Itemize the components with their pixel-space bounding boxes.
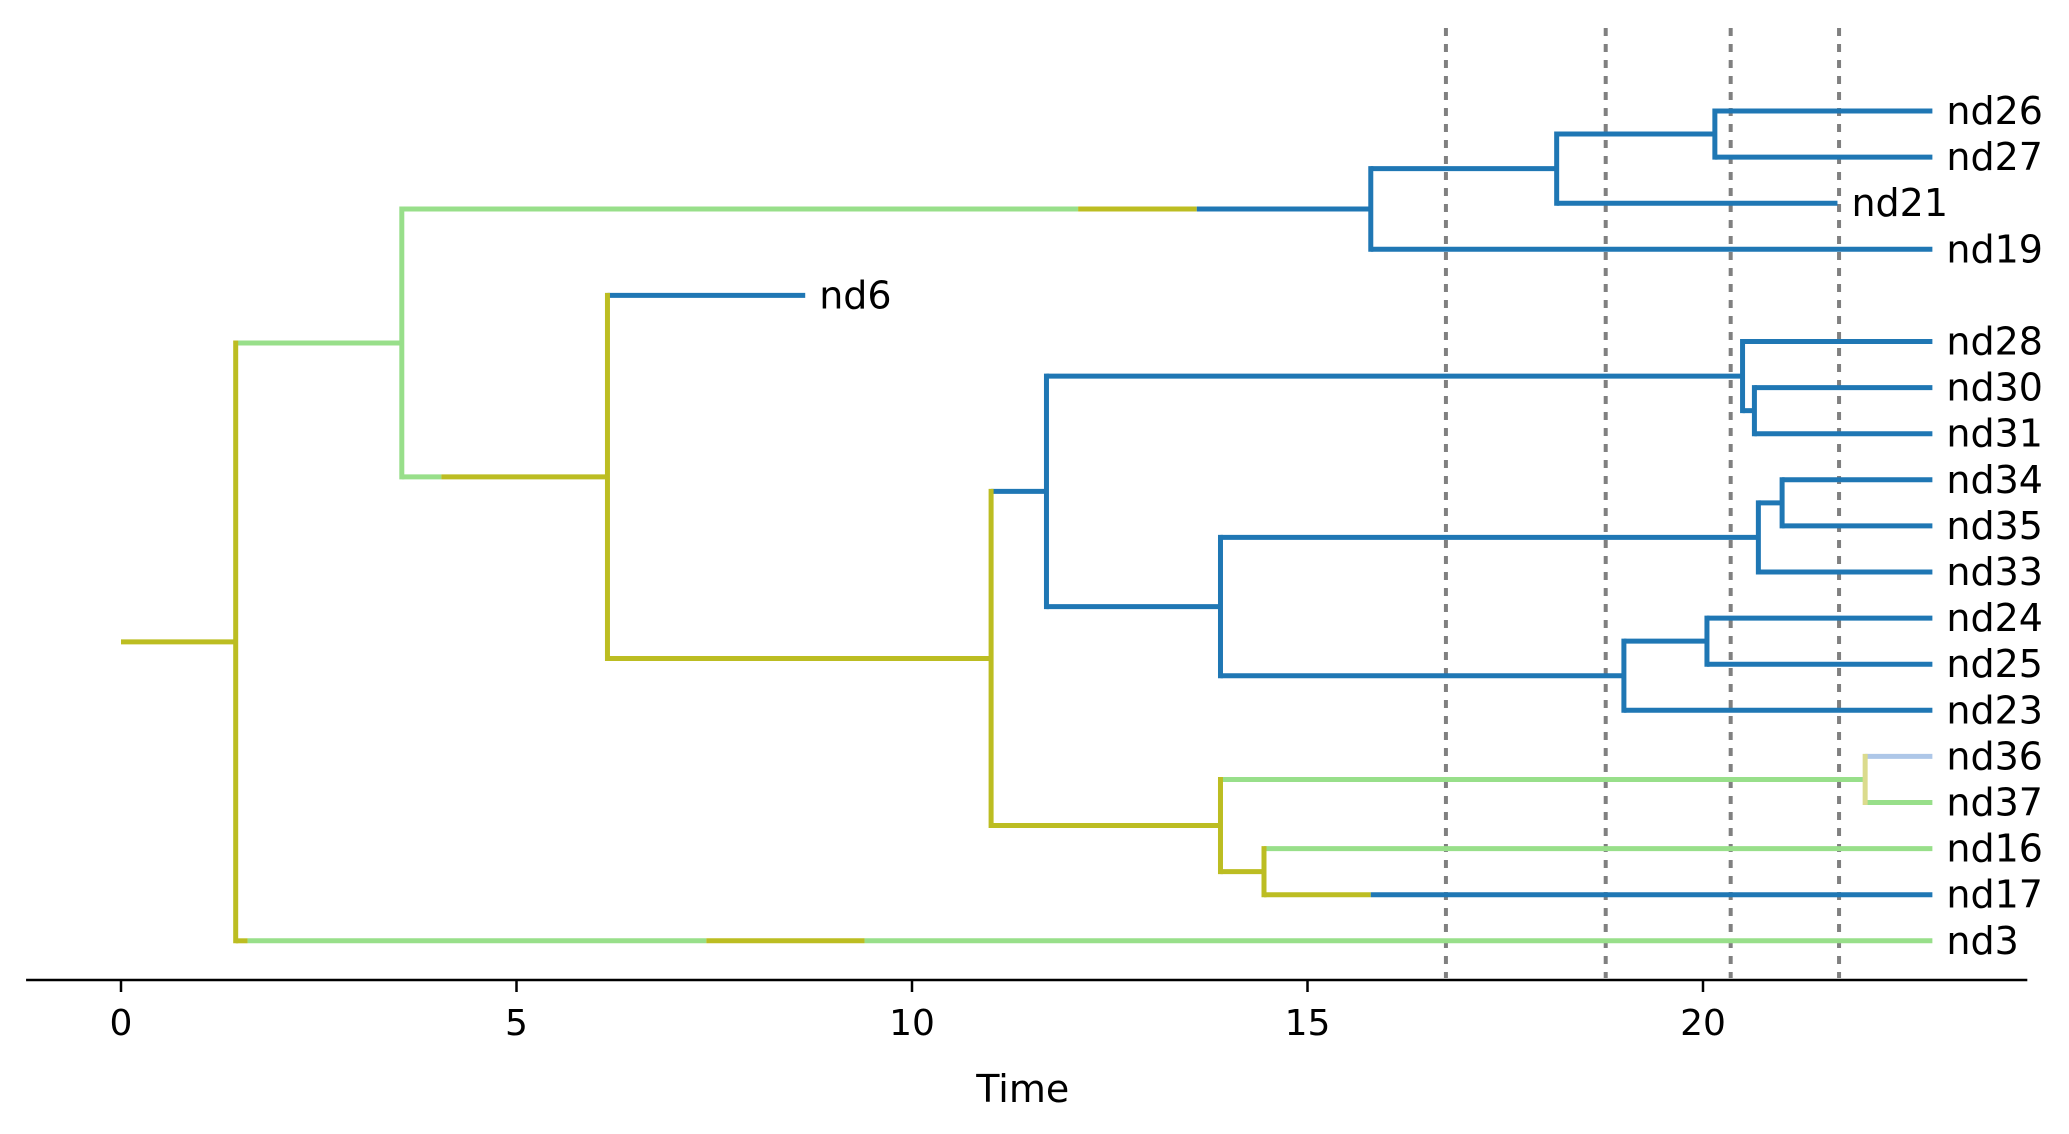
tip-label-nd17: nd17: [1946, 873, 2043, 917]
tip-label-nd21: nd21: [1851, 181, 1948, 225]
tip-label-nd36: nd36: [1946, 734, 2043, 778]
tip-label-nd34: nd34: [1946, 458, 2043, 502]
tip-label-nd27: nd27: [1946, 135, 2043, 179]
tree-branches: [121, 108, 1933, 944]
reference-lines: [1443, 28, 1842, 978]
tip-label-nd19: nd19: [1946, 227, 2043, 271]
tip-labels: nd26nd27nd21nd19nd6nd28nd30nd31nd34nd35n…: [819, 89, 2043, 963]
tip-label-nd23: nd23: [1946, 688, 2043, 732]
x-tick-label-10: 10: [889, 1003, 935, 1044]
x-tick-label-5: 5: [505, 1003, 528, 1044]
tip-label-nd3: nd3: [1946, 919, 2018, 963]
tip-label-nd28: nd28: [1946, 320, 2043, 364]
x-axis: 0 5 10 15 20: [26, 978, 2028, 1044]
tip-label-nd33: nd33: [1946, 550, 2043, 594]
tip-label-nd6: nd6: [819, 273, 891, 317]
tip-label-nd26: nd26: [1946, 89, 2043, 133]
x-axis-title: Time: [975, 1067, 1069, 1111]
tip-label-nd25: nd25: [1946, 642, 2043, 686]
x-tick-label-0: 0: [110, 1003, 133, 1044]
x-tick-label-20: 20: [1680, 1003, 1726, 1044]
tip-label-nd24: nd24: [1946, 596, 2043, 640]
tip-label-nd30: nd30: [1946, 366, 2043, 410]
x-tick-label-15: 15: [1285, 1003, 1331, 1044]
tip-label-nd16: nd16: [1946, 827, 2043, 871]
tip-label-nd35: nd35: [1946, 504, 2043, 548]
tip-label-nd37: nd37: [1946, 781, 2043, 825]
x-axis-ticks: 0 5 10 15 20: [110, 980, 1726, 1044]
tip-label-nd31: nd31: [1946, 412, 2043, 456]
